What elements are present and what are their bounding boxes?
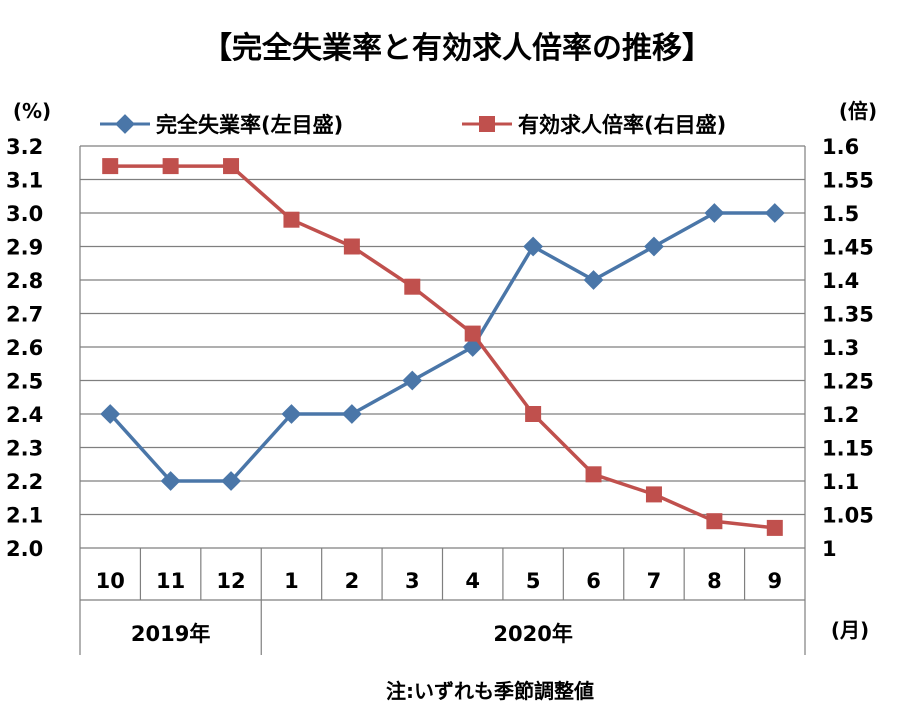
job-ratio-point — [163, 158, 179, 174]
right-tick-label: 1.45 — [822, 236, 874, 260]
month-tick-label: 9 — [767, 569, 782, 593]
right-tick-label: 1.1 — [822, 470, 859, 494]
month-tick-label: 5 — [526, 569, 541, 593]
left-tick-label: 2.6 — [6, 336, 43, 360]
right-tick-label: 1.5 — [822, 202, 859, 226]
month-tick-label: 10 — [96, 569, 125, 593]
legend-marker-diamond — [115, 114, 135, 134]
left-tick-label: 2.9 — [6, 236, 43, 260]
unemployment-point — [765, 203, 785, 223]
job-ratio-point — [767, 520, 783, 536]
job-ratio-point — [525, 406, 541, 422]
job-ratio-point — [465, 326, 481, 342]
month-tick-label: 11 — [156, 569, 185, 593]
left-tick-label: 2.4 — [6, 403, 43, 427]
month-tick-label: 7 — [647, 569, 662, 593]
right-tick-label: 1.55 — [822, 169, 874, 193]
month-tick-label: 2 — [345, 569, 360, 593]
legend-marker-square — [479, 116, 495, 132]
job-ratio-point — [706, 513, 722, 529]
unemployment-point — [704, 203, 724, 223]
month-tick-label: 4 — [465, 569, 480, 593]
right-tick-label: 1.25 — [822, 370, 874, 394]
left-tick-label: 3.0 — [6, 202, 43, 226]
unemployment-point — [584, 270, 604, 290]
left-axis-ticks: 2.0 2.1 2.2 2.3 2.4 2.5 2.6 2.7 2.8 2.9 3.0 3.1 3.2 — [6, 135, 43, 561]
unemployment-point — [644, 237, 664, 257]
right-tick-label: 1.4 — [822, 269, 859, 293]
month-tick-label: 3 — [405, 569, 420, 593]
left-axis-unit: (%) — [13, 99, 51, 123]
left-tick-label: 2.5 — [6, 370, 43, 394]
left-tick-label: 2.3 — [6, 437, 43, 461]
right-tick-label: 1.05 — [822, 504, 874, 528]
left-tick-label: 2.0 — [6, 537, 43, 561]
footnote: 注:いずれも季節調整値 — [386, 679, 594, 703]
left-tick-label: 2.7 — [6, 303, 43, 327]
month-tick-label: 8 — [707, 569, 722, 593]
month-tick-label: 6 — [586, 569, 601, 593]
job-ratio-point — [344, 239, 360, 255]
left-tick-label: 3.2 — [6, 135, 43, 159]
legend: 完全失業率(左目盛) 有効求人倍率(右目盛) — [100, 113, 726, 137]
left-tick-label: 3.1 — [6, 169, 43, 193]
chart-title: 【完全失業率と有効求人倍率の推移】 — [202, 31, 712, 66]
left-tick-label: 2.2 — [6, 470, 43, 494]
right-tick-label: 1.6 — [822, 135, 859, 159]
right-axis-ticks: 1 1.05 1.1 1.15 1.2 1.25 1.3 1.35 1.4 1.45 1.5 1.55… — [822, 135, 874, 561]
right-tick-label: 1.35 — [822, 303, 874, 327]
left-tick-label: 2.8 — [6, 269, 43, 293]
year-label: 2020年 — [493, 622, 572, 646]
job-ratio-point — [646, 486, 662, 502]
job-ratio-point — [283, 212, 299, 228]
left-tick-label: 2.1 — [6, 504, 43, 528]
job-ratio-point — [404, 279, 420, 295]
right-tick-label: 1.3 — [822, 336, 859, 360]
month-tick-label: 12 — [216, 569, 245, 593]
right-tick-label: 1 — [822, 537, 837, 561]
legend-label-unemployment: 完全失業率(左目盛) — [156, 113, 343, 137]
legend-label-job-ratio: 有効求人倍率(右目盛) — [518, 113, 726, 137]
year-label: 2019年 — [131, 622, 210, 646]
job-ratio-point — [102, 158, 118, 174]
unemployment-point — [342, 404, 362, 424]
right-tick-label: 1.15 — [822, 437, 874, 461]
x-axis-unit: (月) — [831, 618, 869, 642]
unemployment-point — [402, 371, 422, 391]
job-ratio-point — [586, 466, 602, 482]
right-tick-label: 1.2 — [822, 403, 859, 427]
job-ratio-point — [223, 158, 239, 174]
month-tick-label: 1 — [284, 569, 299, 593]
right-axis-unit: (倍) — [839, 99, 877, 123]
unemployment-point — [523, 237, 543, 257]
